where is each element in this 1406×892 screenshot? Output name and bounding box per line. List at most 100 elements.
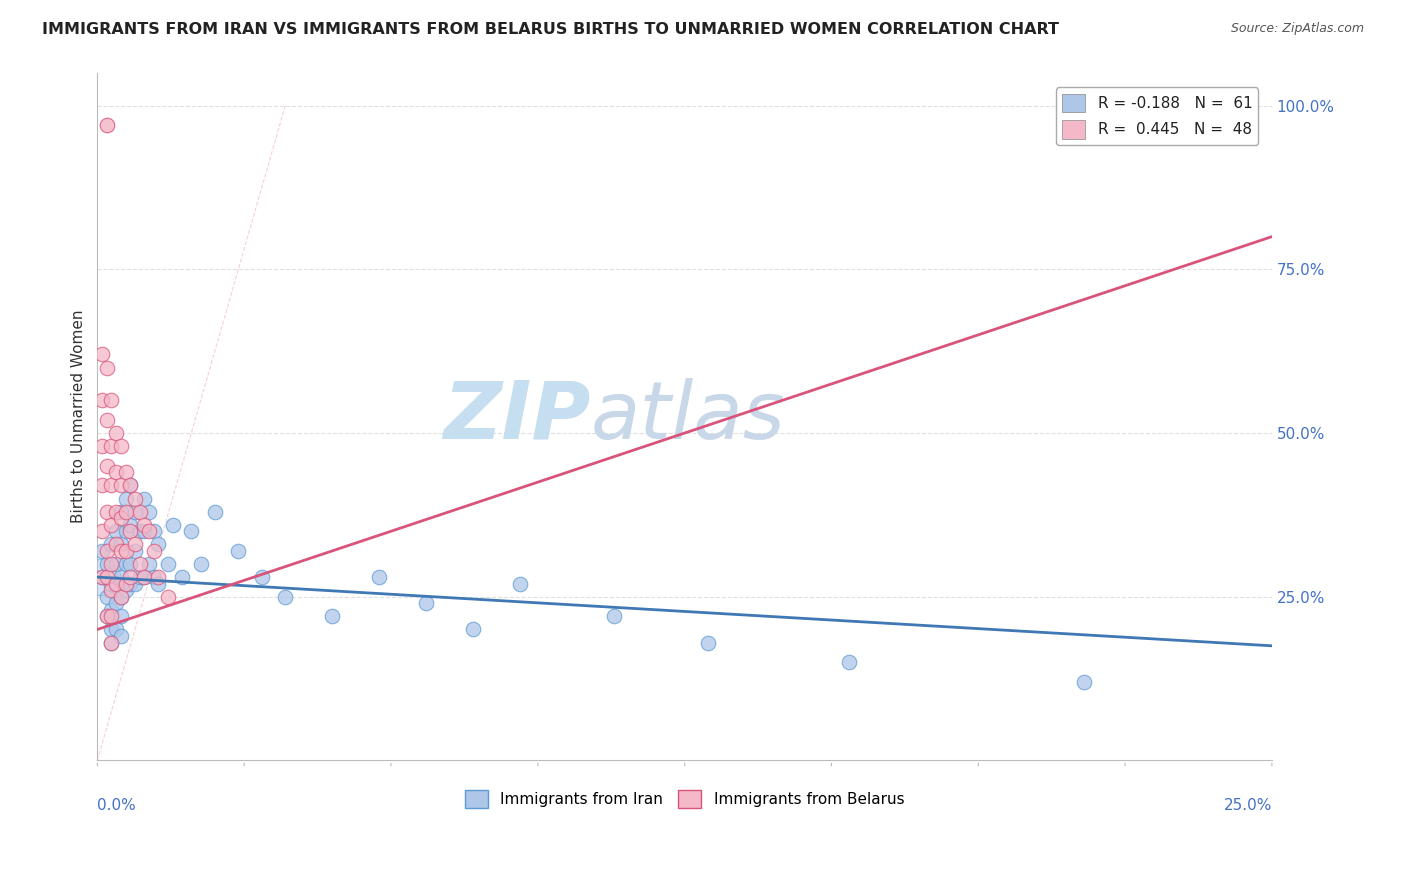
- Point: [100, 439, 122, 453]
- Point: [114, 544, 136, 558]
- Point: [204, 505, 226, 519]
- Point: [603, 609, 626, 624]
- Point: [110, 505, 132, 519]
- Point: [274, 590, 297, 604]
- Point: [120, 576, 142, 591]
- Point: [124, 576, 146, 591]
- Point: [120, 478, 142, 492]
- Y-axis label: Births to Unmarried Women: Births to Unmarried Women: [72, 310, 86, 524]
- Point: [105, 466, 128, 480]
- Point: [114, 576, 136, 591]
- Point: [105, 623, 128, 637]
- Point: [96, 505, 118, 519]
- Legend: Immigrants from Iran, Immigrants from Belarus: Immigrants from Iran, Immigrants from Be…: [458, 784, 910, 814]
- Point: [134, 491, 156, 506]
- Point: [463, 623, 485, 637]
- Point: [96, 570, 118, 584]
- Point: [124, 505, 146, 519]
- Point: [91, 439, 114, 453]
- Point: [368, 570, 391, 584]
- Point: [96, 413, 118, 427]
- Point: [138, 505, 160, 519]
- Text: ZIP: ZIP: [443, 377, 591, 456]
- Point: [134, 570, 156, 584]
- Text: IMMIGRANTS FROM IRAN VS IMMIGRANTS FROM BELARUS BIRTHS TO UNMARRIED WOMEN CORREL: IMMIGRANTS FROM IRAN VS IMMIGRANTS FROM …: [42, 22, 1059, 37]
- Point: [91, 393, 114, 408]
- Point: [105, 505, 128, 519]
- Point: [105, 576, 128, 591]
- Point: [91, 544, 114, 558]
- Point: [321, 609, 343, 624]
- Point: [110, 590, 132, 604]
- Text: 0.0%: 0.0%: [97, 798, 136, 814]
- Point: [105, 537, 128, 551]
- Point: [96, 544, 118, 558]
- Point: [134, 524, 156, 539]
- Point: [100, 583, 122, 598]
- Point: [138, 524, 160, 539]
- Point: [100, 557, 122, 571]
- Point: [91, 478, 114, 492]
- Point: [124, 537, 146, 551]
- Point: [120, 478, 142, 492]
- Point: [1073, 674, 1095, 689]
- Point: [96, 458, 118, 473]
- Point: [148, 570, 170, 584]
- Point: [128, 570, 150, 584]
- Point: [96, 557, 118, 571]
- Point: [105, 557, 128, 571]
- Point: [100, 576, 122, 591]
- Point: [100, 609, 122, 624]
- Point: [105, 576, 128, 591]
- Point: [838, 655, 860, 669]
- Point: [110, 511, 132, 525]
- Point: [100, 537, 122, 551]
- Point: [110, 590, 132, 604]
- Point: [120, 517, 142, 532]
- Point: [100, 603, 122, 617]
- Point: [142, 570, 165, 584]
- Point: [697, 635, 720, 649]
- Point: [124, 544, 146, 558]
- Point: [91, 524, 114, 539]
- Point: [156, 557, 179, 571]
- Point: [105, 524, 128, 539]
- Point: [110, 609, 132, 624]
- Point: [134, 517, 156, 532]
- Point: [110, 439, 132, 453]
- Point: [148, 537, 170, 551]
- Point: [138, 557, 160, 571]
- Text: Source: ZipAtlas.com: Source: ZipAtlas.com: [1230, 22, 1364, 36]
- Point: [509, 576, 531, 591]
- Point: [100, 393, 122, 408]
- Point: [162, 517, 184, 532]
- Point: [180, 524, 202, 539]
- Point: [91, 570, 114, 584]
- Point: [128, 557, 150, 571]
- Point: [120, 524, 142, 539]
- Point: [100, 478, 122, 492]
- Point: [128, 524, 150, 539]
- Point: [114, 466, 136, 480]
- Point: [100, 635, 122, 649]
- Point: [415, 596, 437, 610]
- Point: [114, 524, 136, 539]
- Point: [110, 544, 132, 558]
- Point: [124, 491, 146, 506]
- Point: [190, 557, 212, 571]
- Point: [120, 570, 142, 584]
- Text: atlas: atlas: [591, 377, 786, 456]
- Point: [100, 635, 122, 649]
- Point: [96, 119, 118, 133]
- Point: [114, 557, 136, 571]
- Point: [110, 629, 132, 643]
- Point: [128, 505, 150, 519]
- Point: [96, 609, 118, 624]
- Point: [100, 517, 122, 532]
- Point: [91, 570, 114, 584]
- Point: [114, 491, 136, 506]
- Point: [226, 544, 249, 558]
- Text: 25.0%: 25.0%: [1223, 798, 1272, 814]
- Point: [110, 570, 132, 584]
- Point: [91, 347, 114, 361]
